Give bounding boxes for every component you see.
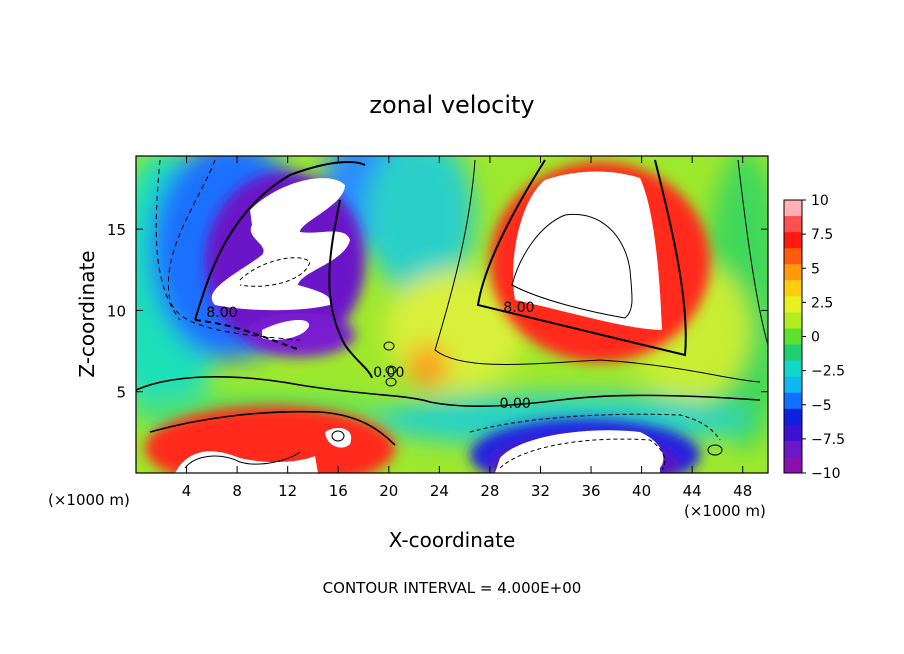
x-unit-left: (×1000 m) [48,491,130,509]
y-tick-label: 5 [116,384,126,402]
colorbar-tick-label: 7.5 [811,227,833,243]
colorbar-swatch [784,296,802,313]
colorbar-tick-label: −7.5 [811,432,845,448]
y-tick-label: 10 [107,302,126,320]
colorbar-swatch [784,360,802,378]
x-axis-label: X-coordinate [389,528,516,552]
x-tick-label: 48 [733,482,752,500]
velocity-field [136,156,768,473]
colorbar-swatch [784,344,802,362]
field-white-negative-core [211,178,350,311]
x-tick-label: 24 [430,482,449,500]
contour-dashed-low-east [469,413,721,441]
colorbar-tick-label: 5 [811,261,820,277]
colorbar-swatch [784,200,802,217]
field-white-negative-surface [495,430,664,473]
contour-small-loop-2 [385,365,397,375]
colorbar-swatch [784,280,802,297]
colorbar-swatch [784,440,802,458]
colorbar-tick-labels: 10 7.5 5 2.5 0 −2.5 −5 −7.5 −10 [802,193,845,482]
colorbar-swatch [784,456,802,474]
field-white-positive-core [513,171,662,330]
x-unit-right: (×1000 m) [684,502,766,520]
field-orange-patch [408,344,448,388]
contour-bold-zero-mid [136,376,761,407]
contour-bold-zero-low [149,410,396,446]
contour-value-label: 8.00 [206,305,237,321]
contour-small-loop-5 [331,430,345,442]
colorbar-tick-label: −2.5 [811,364,845,380]
y-axis-tick-labels: 5 10 15 [107,221,126,402]
x-tick-label: 40 [632,482,651,500]
chart-title: zonal velocity [369,91,534,119]
contour-small-loop-1 [383,341,395,351]
y-axis-label: Z-coordinate [75,250,99,377]
contour-dashed-west-outer [155,159,181,321]
y-tick-label: 15 [107,221,126,239]
contour-lines [136,159,768,471]
colorbar-swatch [784,248,802,265]
plot-area: 8.00 0.00 8.00 0.00 [135,155,769,474]
colorbar-swatch [784,424,802,442]
contour-bold-8-west [194,161,373,379]
colorbar-swatch [784,392,802,410]
colorbar-tick-label: 10 [811,193,829,209]
x-tick-label: 32 [531,482,550,500]
colorbar-tick-label: 0 [811,330,820,346]
x-tick-label: 20 [379,482,398,500]
contour-dashed-west [168,159,301,341]
x-tick-label: 28 [480,482,499,500]
contour-bold-8-east [476,159,687,357]
colorbar-swatch [784,264,802,281]
x-tick-label: 36 [581,482,600,500]
colorbar-swatch [784,328,802,346]
colorbar [783,199,803,474]
x-tick-label: 44 [683,482,702,500]
colorbar-swatch [784,312,802,329]
plot-frame [135,155,769,474]
contour-value-label: 0.00 [373,365,404,381]
field-cyan-band [365,156,475,295]
contour-small-loop-3 [385,377,397,387]
contour-value-label: 8.00 [503,300,534,316]
field-white-negative-lobe [262,319,310,340]
contour-inner-west [239,257,311,287]
field-white-positive-patch [325,428,352,448]
colorbar-swatch [784,232,802,249]
colorbar-swatch [784,408,802,426]
colorbar-swatch [784,376,802,394]
contour-thin-surface-west [184,451,301,469]
contour-thin-east-outer [434,159,761,383]
x-tick-label: 16 [329,482,348,500]
colorbar-tick-label: −10 [811,466,841,482]
contour-label-layer: 8.00 0.00 8.00 0.00 [206,300,534,412]
x-tick-label: 4 [182,482,192,500]
field-red-surface [145,406,395,473]
contour-interval-note: CONTOUR INTERVAL = 4.000E+00 [323,579,582,597]
colorbar-swatch [784,216,802,233]
contour-small-loop-4 [707,444,723,456]
contour-thin-east-right [737,159,768,346]
contour-thin-east-inner [511,213,633,319]
field-purple-lobe [245,313,355,357]
x-tick-label: 8 [232,482,242,500]
contour-value-label: 0.00 [500,396,531,412]
x-axis-tick-labels: 4 8 12 16 20 24 28 32 36 40 44 48 [182,482,752,500]
contour-bold-8-west-dash [194,319,301,351]
y-axis-ticks [136,228,768,393]
colorbar-tick-label: −5 [811,398,832,414]
x-tick-label: 12 [278,482,297,500]
contour-dashed-surface-east [499,438,666,471]
colorbar-tick-label: 2.5 [811,295,833,311]
x-axis-ticks [186,156,744,473]
